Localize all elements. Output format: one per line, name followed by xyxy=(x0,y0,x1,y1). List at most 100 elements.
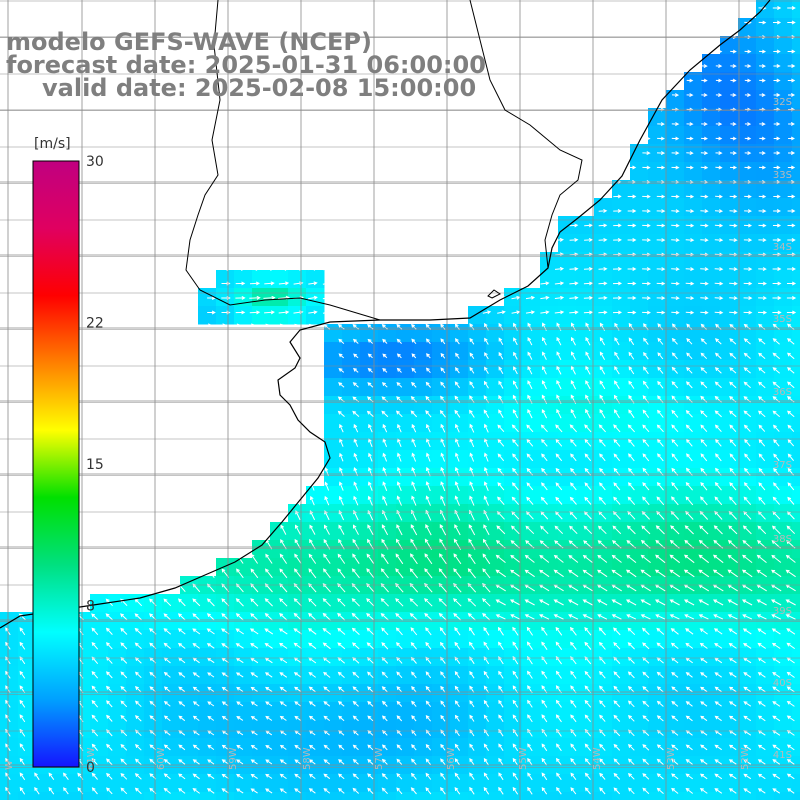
wind-arrow xyxy=(598,208,608,213)
wind-arrow xyxy=(192,773,200,780)
wind-arrow xyxy=(540,424,548,433)
wind-speed-cell xyxy=(558,468,577,487)
wind-arrow xyxy=(613,438,621,447)
wind-speed-cell xyxy=(774,72,793,91)
wind-arrow xyxy=(309,510,316,521)
wind-arrow xyxy=(381,758,388,765)
wind-arrow xyxy=(425,700,431,708)
wind-speed-cell xyxy=(360,594,379,613)
wind-speed-cell xyxy=(756,414,775,433)
wind-speed-cell xyxy=(324,720,343,739)
wind-arrow xyxy=(541,728,548,737)
wind-speed-cell xyxy=(432,792,451,800)
wind-speed-cell xyxy=(216,558,235,577)
wind-arrow xyxy=(614,366,620,375)
wind-arrow xyxy=(527,351,533,360)
wind-speed-cell xyxy=(324,792,343,800)
wind-speed-cell xyxy=(792,414,800,433)
wind-arrow xyxy=(91,670,99,679)
wind-arrow xyxy=(771,525,781,535)
wind-arrow xyxy=(250,553,259,564)
wind-arrow xyxy=(469,495,475,506)
wind-speed-cell xyxy=(378,504,397,523)
wind-speed-cell xyxy=(756,126,775,145)
wind-arrow xyxy=(381,729,388,736)
wind-speed-cell xyxy=(792,252,800,271)
wind-speed-cell xyxy=(486,432,505,451)
wind-speed-cell xyxy=(702,468,721,487)
wind-speed-cell xyxy=(738,270,757,289)
wind-arrow xyxy=(671,787,679,794)
wind-speed-cell xyxy=(792,738,800,757)
wind-speed-cell xyxy=(666,360,685,379)
wind-speed-cell xyxy=(324,774,343,793)
wind-arrow xyxy=(759,64,766,68)
wind-arrow xyxy=(222,323,229,331)
wind-arrow xyxy=(454,671,461,679)
wind-speed-cell xyxy=(414,684,433,703)
wind-speed-cell xyxy=(558,504,577,523)
wind-speed-cell xyxy=(198,306,217,325)
wind-speed-cell xyxy=(684,306,703,325)
wind-arrow xyxy=(425,787,432,795)
wind-speed-cell xyxy=(342,522,361,541)
wind-speed-cell xyxy=(702,270,721,289)
wind-speed-cell xyxy=(648,684,667,703)
wind-arrow xyxy=(701,122,708,126)
wind-speed-cell xyxy=(288,288,307,307)
wind-speed-cell xyxy=(306,630,325,649)
colorbar-tick-label: 22 xyxy=(86,316,104,332)
wind-arrow xyxy=(352,759,359,765)
wind-speed-cell xyxy=(180,666,199,685)
wind-arrow xyxy=(353,495,359,506)
wind-speed-cell xyxy=(720,378,739,397)
wind-arrow xyxy=(555,482,563,491)
wind-speed-cell xyxy=(684,126,703,145)
wind-speed-cell xyxy=(648,270,667,289)
wind-arrow xyxy=(293,583,302,593)
wind-arrow xyxy=(425,656,432,664)
wind-arrow xyxy=(454,367,460,374)
wind-arrow xyxy=(469,743,475,751)
wind-arrow xyxy=(699,773,708,780)
wind-arrow xyxy=(454,466,460,477)
wind-speed-cell xyxy=(684,378,703,397)
wind-arrow xyxy=(541,380,547,390)
wind-arrow xyxy=(468,524,476,536)
wind-arrow xyxy=(757,310,768,315)
wind-speed-cell xyxy=(594,792,613,800)
wind-arrow xyxy=(410,656,417,664)
wind-speed-cell xyxy=(450,396,469,415)
wind-arrow xyxy=(759,122,766,126)
wind-arrow xyxy=(381,744,388,751)
wind-arrow xyxy=(524,599,535,606)
wind-speed-cell xyxy=(720,108,739,127)
wind-arrow xyxy=(686,453,693,462)
wind-speed-cell xyxy=(792,234,800,253)
wind-arrow xyxy=(382,452,388,462)
wind-arrow xyxy=(527,772,533,781)
wind-arrow xyxy=(743,788,752,794)
model-title: modelo GEFS-WAVE (NCEP) xyxy=(6,28,372,56)
wind-arrow xyxy=(425,714,431,722)
wind-speed-cell xyxy=(576,486,595,505)
wind-arrow xyxy=(700,209,709,214)
wind-arrow xyxy=(699,525,709,535)
wind-arrow xyxy=(526,453,534,462)
wind-speed-cell xyxy=(342,468,361,487)
wind-arrow xyxy=(729,453,737,462)
wind-arrow xyxy=(627,627,636,636)
wind-speed-cell xyxy=(540,306,559,325)
wind-speed-cell xyxy=(684,270,703,289)
latitude-label: 33S xyxy=(773,170,792,181)
wind-arrow xyxy=(279,715,287,721)
wind-speed-cell xyxy=(792,450,800,469)
wind-arrow xyxy=(626,525,636,535)
wind-arrow xyxy=(584,699,592,708)
wind-arrow xyxy=(611,614,622,620)
wind-arrow xyxy=(773,438,780,447)
wind-arrow xyxy=(120,613,128,621)
wind-arrow xyxy=(685,496,694,506)
wind-arrow xyxy=(527,394,533,404)
wind-arrow xyxy=(627,496,636,506)
